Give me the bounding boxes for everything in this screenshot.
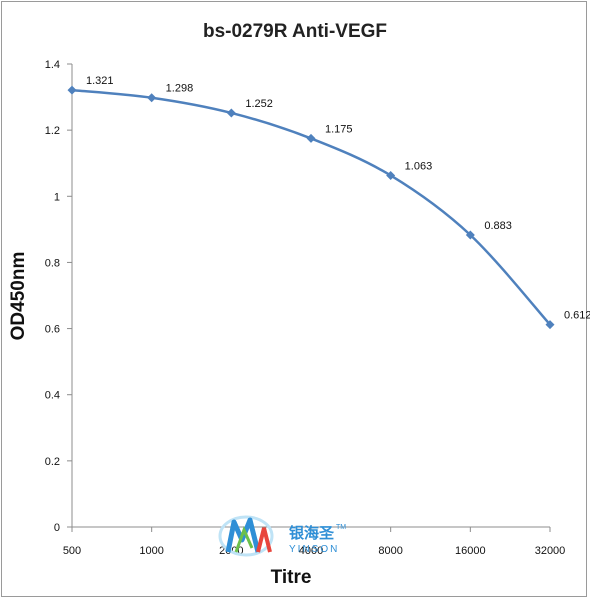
x-tick-label: 500 <box>63 545 81 557</box>
y-tick-label: 0.2 <box>45 456 60 468</box>
y-tick-label: 1.4 <box>45 59 60 71</box>
x-tick-label: 8000 <box>378 545 402 557</box>
x-tick-label: 1000 <box>139 545 163 557</box>
data-point <box>545 320 555 330</box>
x-tick-label: 16000 <box>455 545 486 557</box>
data-label: 0.883 <box>484 220 512 232</box>
data-point <box>67 85 77 95</box>
y-tick-label: 0 <box>54 522 60 534</box>
y-axis-ticks: 0 0.2 0.4 0.6 0.8 1 1.2 1.4 <box>45 59 72 534</box>
brand-name-en: YINSON <box>289 544 339 555</box>
x-axis-ticks: 500 1000 2000 4000 8000 16000 32000 <box>63 527 565 557</box>
data-labels: 1.321 1.298 1.252 1.175 1.063 0.883 0.612 <box>86 75 590 321</box>
data-label: 1.063 <box>405 160 433 172</box>
y-tick-label: 0.4 <box>45 390 60 402</box>
x-axis-title: Titre <box>271 567 312 588</box>
data-label: 1.175 <box>325 123 353 135</box>
data-point <box>386 170 396 180</box>
y-axis-title: OD450nm <box>8 252 29 341</box>
data-point <box>306 133 316 143</box>
data-label: 1.321 <box>86 75 114 87</box>
brand-logo <box>218 515 274 557</box>
data-point <box>147 93 157 103</box>
series-line <box>71 88 551 326</box>
brand-watermark: 银海圣 TM YINSON <box>218 515 346 557</box>
brand-name-cn: 银海圣 <box>289 524 335 542</box>
y-tick-label: 0.8 <box>45 257 60 269</box>
data-markers <box>67 85 555 330</box>
y-tick-label: 0.6 <box>45 324 60 336</box>
x-tick-label: 32000 <box>535 545 566 557</box>
y-tick-label: 1 <box>54 191 60 203</box>
chart-title: bs-0279R Anti-VEGF <box>203 21 387 42</box>
data-label: 1.252 <box>245 98 273 110</box>
x-tick-label: 4000 <box>299 545 323 557</box>
data-point <box>226 108 236 118</box>
data-point <box>465 230 475 240</box>
y-tick-label: 1.2 <box>45 125 60 137</box>
data-label: 1.298 <box>166 83 194 95</box>
data-label: 0.612 <box>564 310 590 322</box>
brand-trademark: TM <box>336 524 346 531</box>
